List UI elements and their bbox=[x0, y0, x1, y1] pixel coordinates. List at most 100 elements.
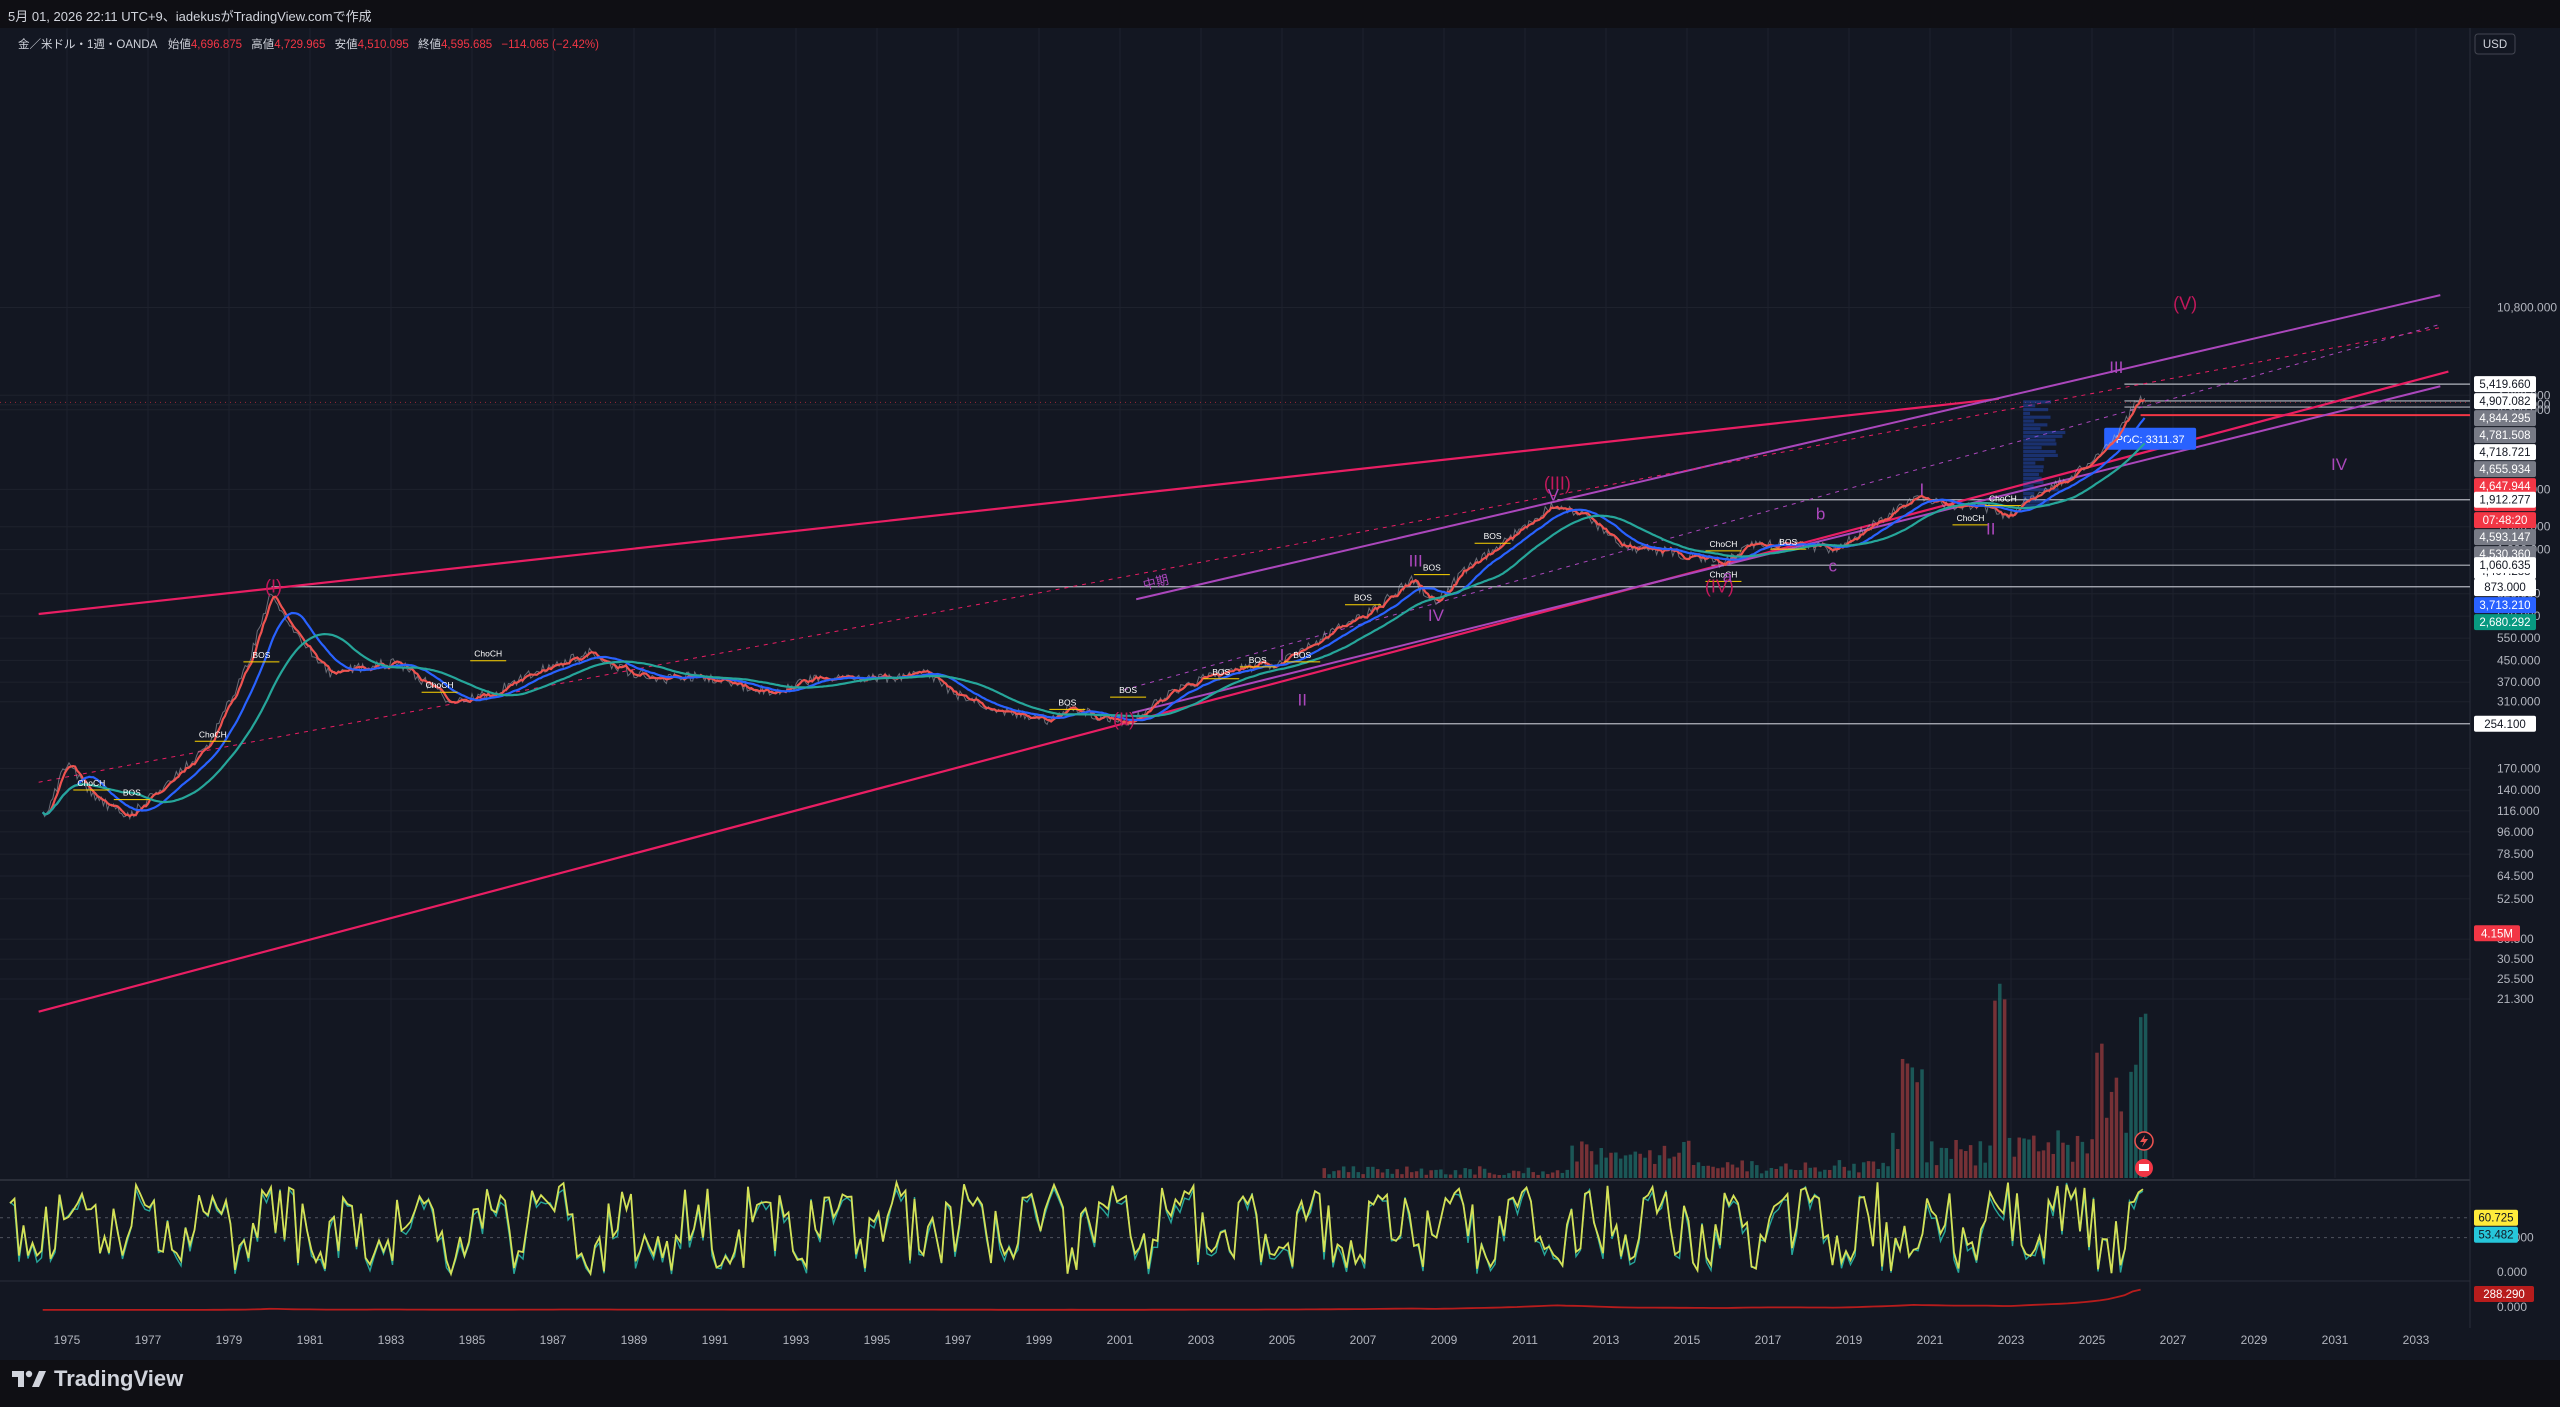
price-tag-label: 4,593.147 bbox=[2479, 532, 2530, 544]
chart-buttons[interactable] bbox=[2134, 1131, 2154, 1177]
volume-bar bbox=[1633, 1151, 1638, 1178]
volume-bar bbox=[1823, 1169, 1827, 1178]
annotation-choch: ChoCH bbox=[1710, 569, 1738, 579]
volume-bar bbox=[1818, 1171, 1822, 1178]
price-tag bbox=[2474, 478, 2536, 495]
time-axis-tick: 2027 bbox=[2160, 1333, 2187, 1347]
time-axis-tick: 2031 bbox=[2322, 1333, 2349, 1347]
price-tag-label: 4,907.082 bbox=[2479, 396, 2530, 408]
volume-bar bbox=[1337, 1170, 1341, 1178]
volume-bar bbox=[2051, 1153, 2055, 1178]
trend-channels bbox=[38, 294, 2449, 1013]
volume-bar bbox=[2138, 1017, 2143, 1178]
volume-bar bbox=[1327, 1174, 1331, 1178]
time-axis-tick: 2001 bbox=[1107, 1333, 1134, 1347]
volume-bar bbox=[1973, 1165, 1978, 1178]
price-axis-tick: 116.000 bbox=[2497, 804, 2540, 818]
currency-label: USD bbox=[2483, 39, 2507, 51]
volume-bar bbox=[1628, 1154, 1633, 1178]
annotation-bos: BOS bbox=[252, 650, 270, 660]
volume-bar bbox=[1458, 1174, 1463, 1178]
wave-label: III bbox=[1409, 551, 1423, 570]
volume-bar bbox=[2129, 1071, 2133, 1178]
volume-bar bbox=[1837, 1160, 1842, 1178]
volume-bar bbox=[1808, 1167, 1812, 1178]
caption-bar: 5月 01, 2026 22:11 UTC+9、iadekusがTradingV… bbox=[0, 0, 2560, 28]
volume-bar bbox=[1531, 1172, 1535, 1178]
legend-change: −114.065 (−2.42%) bbox=[501, 39, 599, 51]
price-tag bbox=[2474, 410, 2536, 427]
time-axis-tick: 2023 bbox=[1998, 1333, 2025, 1347]
wave-label: a bbox=[1723, 567, 1733, 586]
volume-bar bbox=[2002, 999, 2007, 1178]
time-axis-tick: 1977 bbox=[135, 1333, 162, 1347]
volume-bar bbox=[1541, 1171, 1545, 1178]
volume-bar bbox=[1730, 1164, 1735, 1178]
profile-bar bbox=[2023, 495, 2037, 500]
volume-bar bbox=[1895, 1149, 1900, 1178]
price-tag-label: 873.000 bbox=[2484, 582, 2526, 594]
price-axis-tick: 21.300 bbox=[2497, 992, 2534, 1006]
price-tag-label: 4,655.934 bbox=[2479, 464, 2531, 476]
annotation-bos: BOS bbox=[1779, 537, 1797, 547]
volume-bar bbox=[1546, 1174, 1550, 1178]
profile-bar bbox=[2023, 472, 2039, 477]
volume-bar bbox=[1803, 1162, 1808, 1178]
volume-bar bbox=[1847, 1170, 1851, 1178]
volume-bar bbox=[1521, 1173, 1526, 1178]
price-tag-label: 1,912.277 bbox=[2479, 495, 2530, 507]
volume-badge-label: 4.15M bbox=[2481, 928, 2513, 940]
annotation-choch: ChoCH bbox=[474, 649, 502, 659]
volume-bar bbox=[2007, 1137, 2012, 1178]
volume-bar bbox=[1842, 1166, 1847, 1178]
time-axis-tick: 1983 bbox=[378, 1333, 405, 1347]
wave-label: (II) bbox=[1113, 710, 1135, 730]
oscillator-signal-badge-label: 53.482 bbox=[2478, 1230, 2513, 1242]
annotation-bos: BOS bbox=[1249, 655, 1267, 665]
volume-bar bbox=[1701, 1165, 1706, 1178]
legend-low-label: 安値 bbox=[335, 37, 358, 51]
oscillator-tick: 0.000 bbox=[2497, 1265, 2527, 1279]
price-tag bbox=[2474, 578, 2536, 595]
volume-bar bbox=[1638, 1153, 1642, 1178]
volume-bar bbox=[1954, 1139, 1958, 1178]
profile-bar bbox=[2023, 457, 2045, 461]
indicator-line bbox=[42, 1288, 2141, 1311]
currency-badge[interactable]: USD bbox=[2474, 33, 2516, 55]
tradingview-logo[interactable]: TradingView bbox=[12, 1366, 183, 1392]
volume-bar bbox=[1361, 1174, 1365, 1178]
volume-bar bbox=[1414, 1171, 1419, 1178]
volume-bar bbox=[1448, 1174, 1453, 1178]
price-axis[interactable]: 10,800.0004,900.0004,500.0004,300.0002,1… bbox=[2471, 28, 2560, 1328]
volume-bar bbox=[1439, 1169, 1443, 1178]
annotation-bos: BOS bbox=[1058, 697, 1076, 707]
wave-label: b bbox=[1816, 505, 1825, 524]
wave-label: V bbox=[1548, 485, 1560, 504]
oscillator-badge-label: 60.725 bbox=[2478, 1213, 2513, 1225]
volume-bar bbox=[1721, 1167, 1725, 1178]
volume-bar bbox=[1453, 1170, 1458, 1178]
price-tag bbox=[2474, 529, 2536, 546]
volume-bar bbox=[1375, 1169, 1380, 1178]
oscillator-signal-badge bbox=[2474, 1226, 2518, 1243]
time-axis-tick: 1975 bbox=[54, 1333, 81, 1347]
price-chart[interactable]: POC: 3311.37 中期 BOS BOS ChoCH ChoCH ChoCH ChoC… bbox=[0, 28, 2560, 1360]
volume-bar bbox=[1575, 1161, 1579, 1178]
wave-label: c bbox=[1829, 557, 1838, 576]
time-axis[interactable]: 1975 1977 1979 1981 1983 1985 1987 1989 1991 1993… bbox=[0, 1328, 2560, 1360]
price-tag bbox=[2474, 597, 2536, 614]
profile-bar bbox=[2023, 430, 2066, 435]
legend-open: 4,696.875 bbox=[191, 39, 242, 51]
price-tag bbox=[2474, 444, 2536, 461]
volume-bar bbox=[1944, 1148, 1949, 1178]
price-axis-background bbox=[2471, 28, 2560, 1328]
price-axis-tick: 96.000 bbox=[2497, 825, 2534, 839]
legend: 金／米ドル・1週・OANDA 始値4,696.875 高値4,729.965 安… bbox=[18, 37, 599, 51]
volume-bar bbox=[1745, 1171, 1749, 1178]
volume-bar bbox=[1891, 1132, 1895, 1178]
volume-bar bbox=[1594, 1164, 1599, 1178]
volume-bar bbox=[1939, 1147, 1944, 1178]
volume-bar bbox=[1881, 1162, 1885, 1178]
volume-bar bbox=[1716, 1168, 1720, 1178]
annotation-bos: BOS bbox=[123, 788, 141, 798]
